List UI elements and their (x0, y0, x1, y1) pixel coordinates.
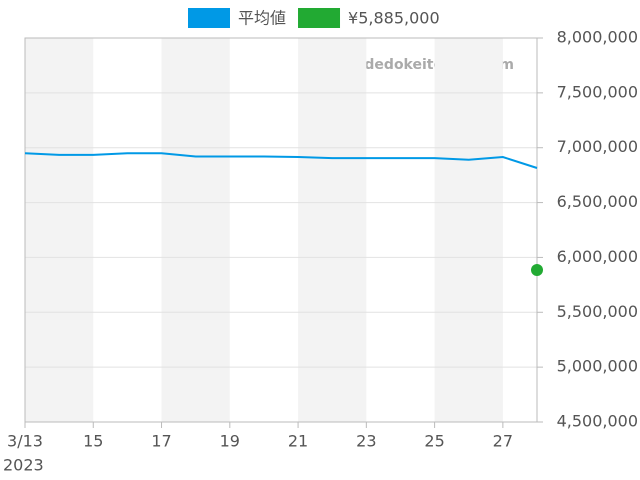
band (434, 38, 503, 422)
y-tick-label: 6,500,000 (557, 192, 638, 211)
y-tick-label: 7,000,000 (557, 137, 638, 156)
plot-frame (24, 37, 538, 423)
band (25, 38, 94, 422)
x-tick-label: 25 (424, 432, 444, 451)
band (161, 38, 230, 422)
x-year-label: 2023 (3, 456, 44, 475)
legend-swatch (298, 8, 341, 28)
y-tick-label: 5,500,000 (557, 302, 638, 321)
legend-label: ¥5,885,000 (348, 9, 440, 28)
band (298, 38, 367, 422)
x-tick-label: 17 (151, 432, 171, 451)
line (24, 152, 538, 169)
x-tick-label: 27 (493, 432, 513, 451)
legend-label: 平均値 (238, 9, 286, 28)
x-tick-label: 3/13 (7, 432, 43, 451)
point (531, 264, 543, 277)
y-tick-label: 8,000,000 (557, 28, 638, 47)
x-tick-label: 21 (288, 432, 308, 451)
legend-swatch (188, 8, 230, 28)
y-tick-label: 6,000,000 (557, 247, 638, 266)
x-tick-label: 19 (220, 432, 240, 451)
y-tick-label: 4,500,000 (557, 412, 638, 431)
y-tick-label: 5,000,000 (557, 357, 638, 376)
x-tick-label: 15 (83, 432, 103, 451)
x-tick-label: 23 (356, 432, 376, 451)
y-tick-label: 7,500,000 (557, 82, 638, 101)
